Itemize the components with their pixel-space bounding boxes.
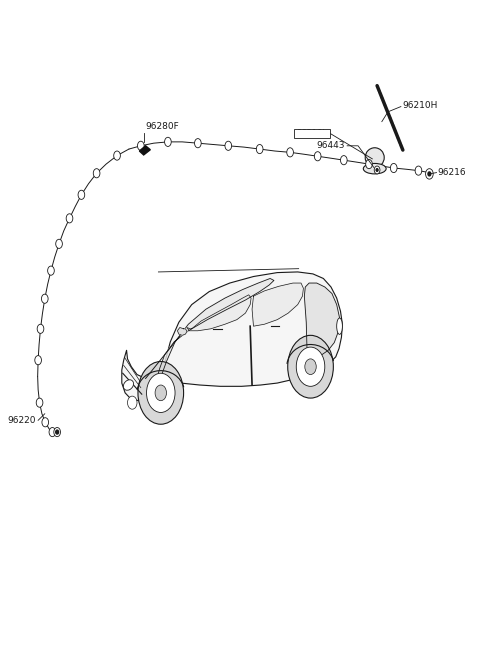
Circle shape [296, 347, 325, 386]
Circle shape [56, 239, 62, 248]
Circle shape [56, 430, 59, 434]
Circle shape [165, 138, 171, 147]
Circle shape [37, 324, 44, 333]
Text: 96216: 96216 [437, 168, 466, 177]
Circle shape [114, 151, 120, 160]
Circle shape [374, 166, 380, 174]
Polygon shape [252, 283, 303, 326]
Text: 96280F: 96280F [145, 122, 180, 132]
Circle shape [128, 396, 137, 409]
Circle shape [428, 172, 431, 176]
Circle shape [155, 385, 167, 401]
Bar [294, 129, 330, 138]
Circle shape [48, 266, 54, 275]
Circle shape [93, 169, 100, 178]
Circle shape [78, 190, 84, 199]
Circle shape [376, 169, 378, 172]
Polygon shape [139, 146, 150, 155]
Ellipse shape [123, 380, 133, 390]
Ellipse shape [365, 148, 384, 168]
Circle shape [42, 418, 48, 427]
Circle shape [256, 145, 263, 154]
Circle shape [36, 398, 43, 407]
Circle shape [35, 356, 41, 365]
Text: 96220: 96220 [8, 416, 36, 425]
Circle shape [340, 156, 347, 165]
Polygon shape [187, 295, 251, 331]
Text: 96210L: 96210L [297, 129, 327, 138]
Circle shape [288, 335, 333, 398]
Circle shape [138, 362, 184, 424]
Circle shape [41, 294, 48, 303]
Ellipse shape [336, 318, 342, 334]
Circle shape [314, 152, 321, 161]
Text: 96443: 96443 [317, 141, 345, 150]
Circle shape [137, 141, 144, 151]
Ellipse shape [363, 164, 386, 174]
Circle shape [390, 164, 397, 173]
Polygon shape [122, 272, 342, 401]
Circle shape [146, 373, 175, 413]
Circle shape [225, 141, 232, 151]
Polygon shape [154, 278, 274, 393]
Text: 96210H: 96210H [402, 101, 438, 110]
Circle shape [305, 359, 316, 375]
Circle shape [415, 166, 422, 175]
Circle shape [54, 428, 60, 437]
Circle shape [287, 148, 293, 157]
Circle shape [426, 169, 433, 179]
Polygon shape [304, 283, 339, 357]
Polygon shape [178, 328, 187, 335]
Circle shape [49, 428, 56, 437]
Circle shape [66, 214, 73, 223]
Circle shape [366, 160, 372, 169]
Circle shape [194, 139, 201, 148]
